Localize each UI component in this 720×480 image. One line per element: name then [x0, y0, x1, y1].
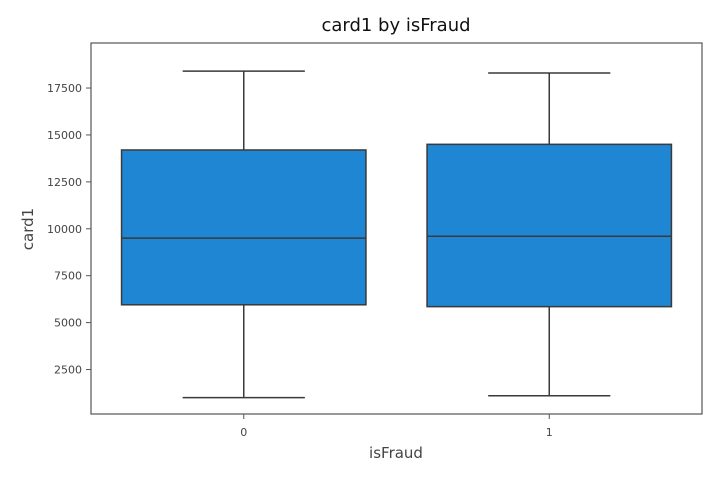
iqr-box	[120, 149, 367, 306]
y-tick-label: 5000	[54, 317, 82, 330]
x-axis-label: isFraud	[369, 444, 423, 462]
chart-title: card1 by isFraud	[321, 15, 470, 36]
y-tick-label: 10000	[47, 223, 82, 236]
y-tick-label: 2500	[54, 364, 82, 377]
y-tick-label: 7500	[54, 270, 82, 283]
x-tick-label: 1	[546, 426, 553, 439]
x-tick-label: 0	[240, 426, 247, 439]
y-tick-label: 17500	[47, 82, 82, 95]
boxes-group	[120, 70, 673, 399]
y-tick-label: 12500	[47, 176, 82, 189]
y-axis-label: card1	[19, 208, 37, 250]
y-tick-label: 15000	[47, 129, 82, 142]
iqr-box	[426, 143, 673, 308]
y-axis: 2500 5000 7500 10000 12500 15000 17500	[47, 82, 91, 377]
